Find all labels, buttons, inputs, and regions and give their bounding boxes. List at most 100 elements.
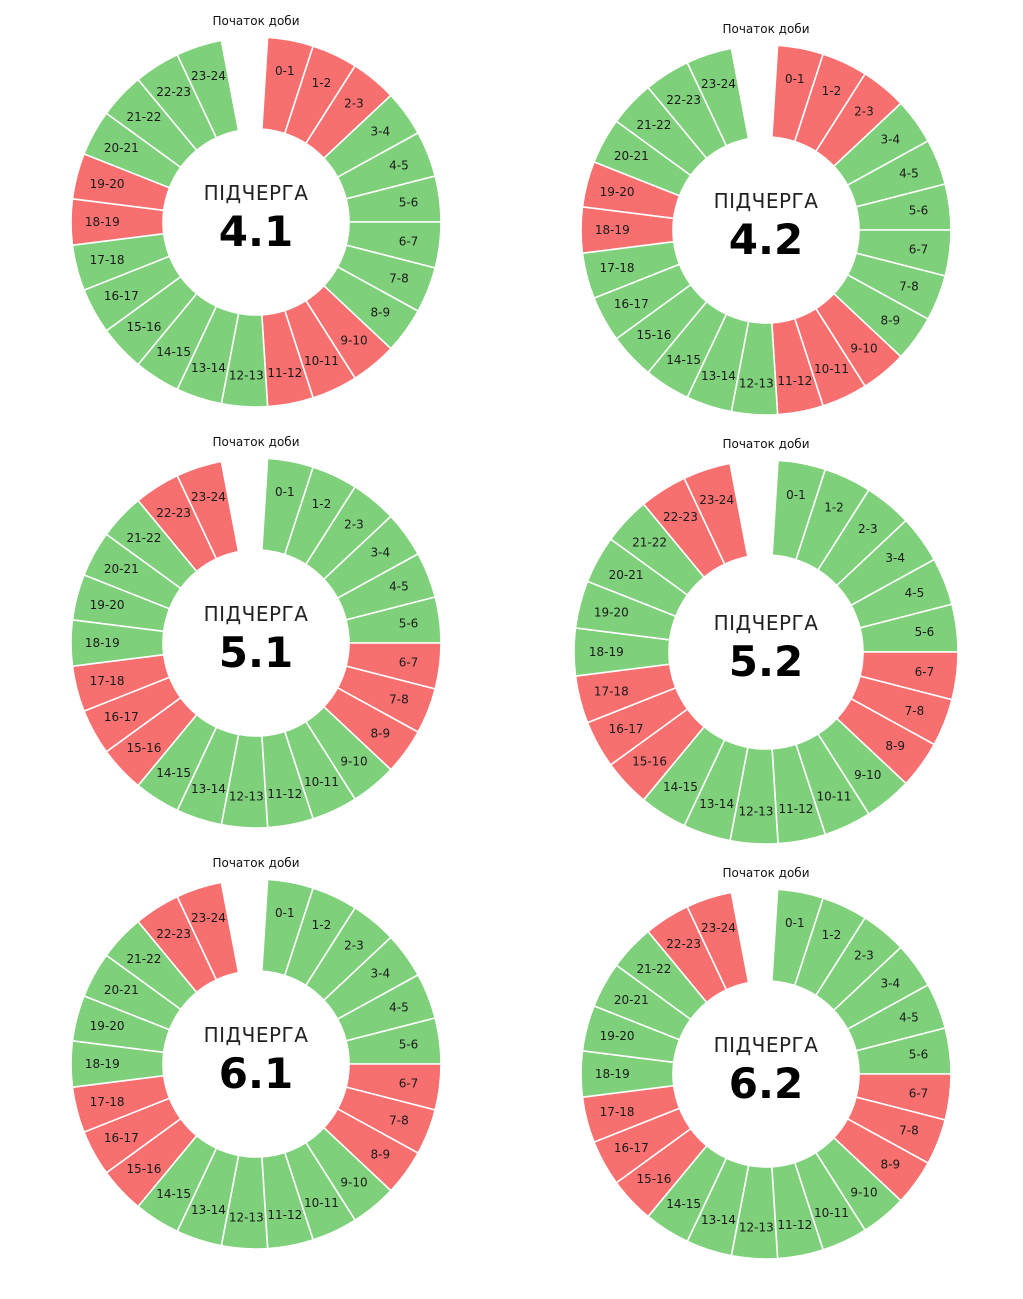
- segment-label: 22-23: [156, 927, 191, 941]
- segment-label: 6-7: [909, 242, 929, 256]
- segment-label: 10-11: [304, 775, 339, 789]
- donut-chart-5.1: 0-1 1-2 2-3 3-4 4-5 5-6 6-7 7-8 8-9 9-10 10-11 11-1…: [31, 418, 481, 868]
- segment-label: 11-12: [778, 802, 813, 816]
- segment-label: 16-17: [104, 1131, 139, 1145]
- segment-label: 7-8: [899, 280, 919, 294]
- segment-label: 0-1: [785, 72, 805, 86]
- segment-label: 5-6: [399, 196, 419, 210]
- segment-label: 5-6: [399, 1038, 419, 1052]
- donut-svg: 0-1 1-2 2-3 3-4 4-5 5-6 6-7 7-8 8-9 9-1010-1111-1…: [70, 435, 442, 829]
- segment-label: 23-24: [191, 490, 226, 504]
- segment-label: 5-6: [909, 1048, 929, 1062]
- segment-label: 19-20: [600, 185, 635, 199]
- segment-label: 20-21: [104, 562, 139, 576]
- segment-label: 2-3: [344, 97, 364, 111]
- donut-chart-5.2: 0-1 1-2 2-3 3-4 4-5 5-6 6-7 7-8 8-9 9-10 10-11 11-1…: [534, 420, 998, 884]
- segment-label: 5-6: [909, 204, 929, 218]
- segment-label: 21-22: [637, 962, 672, 976]
- segment-label: 2-3: [858, 522, 878, 536]
- segment-label: 11-12: [267, 1208, 302, 1222]
- segment-label: 8-9: [881, 1157, 901, 1171]
- segment-label: 12-13: [229, 368, 264, 382]
- donut-chart-6.2: 0-1 1-2 2-3 3-4 4-5 5-6 6-7 7-8 8-9 9-10 10-11 11-1…: [541, 849, 991, 1299]
- donut-svg: 0-1 1-2 2-3 3-4 4-5 5-6 6-7 7-8 8-9 9-1010-1111-1…: [580, 22, 952, 416]
- segment-label: 16-17: [104, 289, 139, 303]
- chart-title: ПІДЧЕРГА: [204, 181, 309, 205]
- segment-label: 16-17: [614, 297, 649, 311]
- segment-label: 2-3: [344, 518, 364, 532]
- segment-label: 18-19: [595, 223, 630, 237]
- day-start-label: Початок доби: [212, 435, 299, 449]
- segment-label: 22-23: [156, 85, 191, 99]
- segment-label: 17-18: [90, 1095, 125, 1109]
- segment-label: 23-24: [701, 921, 736, 935]
- segment-label: 22-23: [666, 93, 701, 107]
- segment-label: 13-14: [701, 369, 736, 383]
- queue-number: 6.1: [219, 1049, 293, 1098]
- segment-label: 20-21: [104, 983, 139, 997]
- segment-label: 15-16: [632, 754, 667, 768]
- segment-label: 9-10: [340, 333, 367, 347]
- segment-label: 1-2: [824, 500, 844, 514]
- segment-label: 8-9: [371, 305, 391, 319]
- segment-label: 14-15: [156, 766, 191, 780]
- segment-label: 18-19: [85, 215, 120, 229]
- segment-label: 7-8: [389, 693, 409, 707]
- segment-label: 12-13: [739, 376, 774, 390]
- segment-label: 11-12: [777, 374, 812, 388]
- donut-svg: 0-1 1-2 2-3 3-4 4-5 5-6 6-7 7-8 8-9 9-1010-1111-1…: [580, 866, 952, 1260]
- segment-label: 15-16: [127, 1162, 162, 1176]
- segment-label: 16-17: [609, 722, 644, 736]
- segment-label: 12-13: [229, 789, 264, 803]
- day-start-label: Початок доби: [212, 14, 299, 28]
- day-start-label: Початок доби: [722, 22, 809, 36]
- segment-label: 18-19: [85, 636, 120, 650]
- segment-label: 15-16: [127, 741, 162, 755]
- segment-label: 13-14: [191, 782, 226, 796]
- segment-label: 13-14: [701, 1213, 736, 1227]
- segment-label: 18-19: [85, 1057, 120, 1071]
- segment-label: 23-24: [699, 493, 734, 507]
- segment-label: 4-5: [389, 1000, 409, 1014]
- segment-label: 23-24: [701, 77, 736, 91]
- segment-label: 4-5: [899, 1010, 919, 1024]
- segment-label: 17-18: [90, 674, 125, 688]
- segment-label: 3-4: [881, 133, 901, 147]
- segment-label: 22-23: [666, 937, 701, 951]
- segment-label: 6-7: [399, 234, 419, 248]
- segment-label: 4-5: [905, 586, 925, 600]
- segment-label: 17-18: [90, 253, 125, 267]
- segment-23-24-off: [176, 881, 240, 981]
- segment-label: 0-1: [786, 488, 806, 502]
- segment-label: 10-11: [817, 790, 852, 804]
- segment-label: 6-7: [909, 1086, 929, 1100]
- segment-label: 7-8: [905, 704, 925, 718]
- segment-label: 23-24: [191, 911, 226, 925]
- segment-label: 10-11: [814, 362, 849, 376]
- segment-label: 21-22: [127, 952, 162, 966]
- segment-label: 14-15: [156, 345, 191, 359]
- segment-label: 18-19: [595, 1067, 630, 1081]
- segment-label: 19-20: [90, 598, 125, 612]
- chart-title: ПІДЧЕРГА: [204, 1023, 309, 1047]
- segment-label: 17-18: [600, 261, 635, 275]
- segment-23-24-on: [176, 39, 240, 139]
- donut-chart-4.1: 0-1 1-2 2-3 3-4 4-5 5-6 6-7 7-8 8-9 9-10 10-11 11-1…: [31, 0, 481, 447]
- segment-label: 22-23: [663, 510, 698, 524]
- segment-label: 16-17: [614, 1141, 649, 1155]
- segment-label: 8-9: [885, 739, 905, 753]
- segment-label: 13-14: [699, 797, 734, 811]
- segment-label: 12-13: [739, 1220, 774, 1234]
- segment-label: 4-5: [389, 579, 409, 593]
- segment-label: 17-18: [594, 685, 629, 699]
- segment-label: 9-10: [340, 754, 367, 768]
- segment-23-24-off: [686, 891, 750, 991]
- segment-label: 0-1: [275, 64, 295, 78]
- segment-label: 8-9: [371, 726, 391, 740]
- segment-label: 21-22: [632, 536, 667, 550]
- segment-label: 18-19: [589, 645, 624, 659]
- segment-label: 20-21: [614, 993, 649, 1007]
- segment-label: 14-15: [666, 1197, 701, 1211]
- segment-label: 0-1: [785, 916, 805, 930]
